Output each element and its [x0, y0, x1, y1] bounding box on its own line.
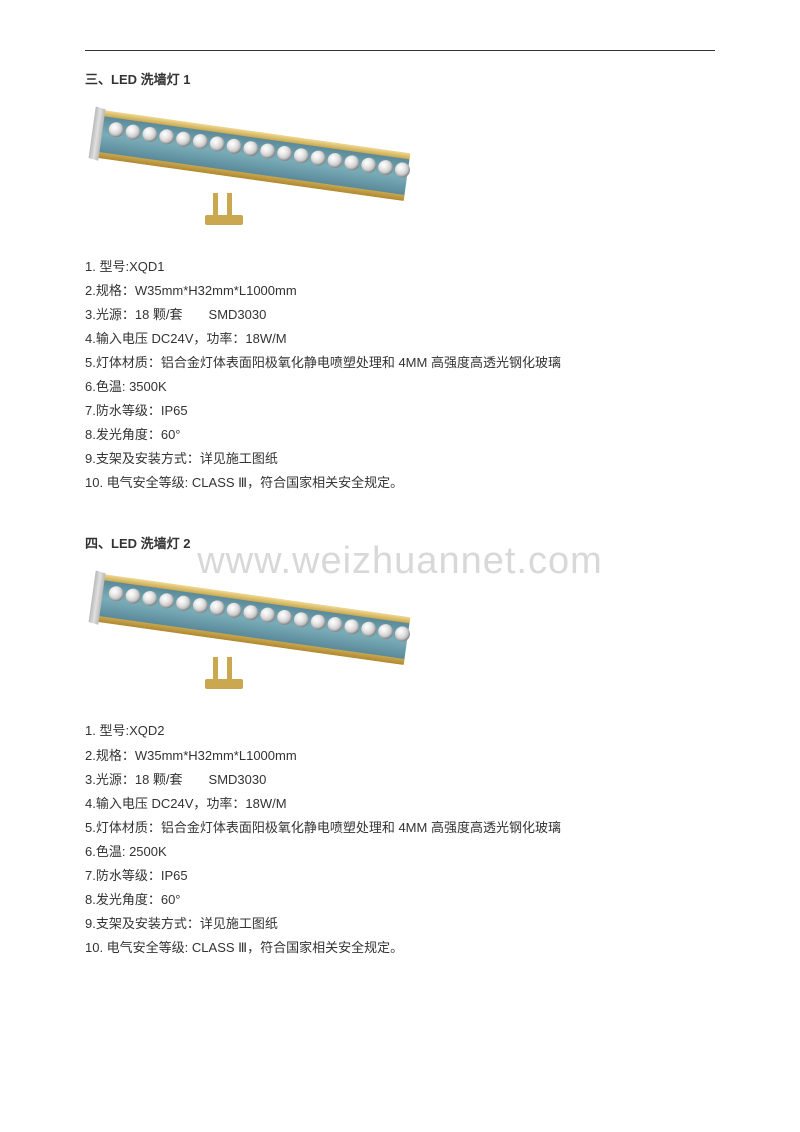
horizontal-rule	[85, 50, 715, 51]
spec-item: 8.发光角度：60°	[85, 423, 715, 447]
spec-item: 2.规格：W35mm*H32mm*L1000mm	[85, 279, 715, 303]
section-title-1: 三、LED 洗墙灯 1	[85, 69, 715, 88]
spec-item: 2.规格：W35mm*H32mm*L1000mm	[85, 744, 715, 768]
spec-item: 7.防水等级：IP65	[85, 864, 715, 888]
spec-item: 10. 电气安全等级: CLASS Ⅲ，符合国家相关安全规定。	[85, 471, 715, 495]
spec-item: 1. 型号:XQD1	[85, 255, 715, 279]
spec-item: 6.色温: 3500K	[85, 375, 715, 399]
spec-item: 9.支架及安装方式：详见施工图纸	[85, 447, 715, 471]
spec-item: 7.防水等级：IP65	[85, 399, 715, 423]
spec-item: 4.输入电压 DC24V，功率：18W/M	[85, 792, 715, 816]
spec-item: 6.色温: 2500K	[85, 840, 715, 864]
product-image-2	[85, 564, 385, 694]
spec-list-1: 1. 型号:XQD1 2.规格：W35mm*H32mm*L1000mm 3.光源…	[85, 255, 715, 495]
spec-item: 5.灯体材质：铝合金灯体表面阳极氧化静电喷塑处理和 4MM 高强度高透光钢化玻璃	[85, 816, 715, 840]
spec-list-2: 1. 型号:XQD2 2.规格：W35mm*H32mm*L1000mm 3.光源…	[85, 719, 715, 959]
spec-item: 10. 电气安全等级: CLASS Ⅲ，符合国家相关安全规定。	[85, 936, 715, 960]
spec-item: 9.支架及安装方式：详见施工图纸	[85, 912, 715, 936]
spec-item: 3.光源：18 颗/套 SMD3030	[85, 303, 715, 327]
spec-item: 4.输入电压 DC24V，功率：18W/M	[85, 327, 715, 351]
spec-item: 5.灯体材质：铝合金灯体表面阳极氧化静电喷塑处理和 4MM 高强度高透光钢化玻璃	[85, 351, 715, 375]
spec-item: 8.发光角度：60°	[85, 888, 715, 912]
spec-item: 3.光源：18 颗/套 SMD3030	[85, 768, 715, 792]
spec-item: 1. 型号:XQD2	[85, 719, 715, 743]
section-title-2: 四、LED 洗墙灯 2	[85, 533, 715, 552]
product-image-1	[85, 100, 385, 230]
